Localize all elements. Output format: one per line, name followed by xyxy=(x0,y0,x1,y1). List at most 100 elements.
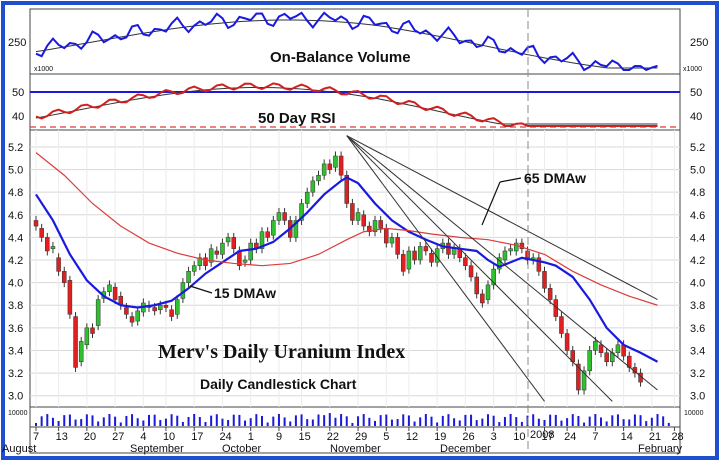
year-label: 2008 xyxy=(530,429,554,441)
candle-body xyxy=(389,237,395,244)
price-tick-right: 3.4 xyxy=(690,345,705,357)
volume-bar xyxy=(35,423,37,426)
volume-bar xyxy=(232,414,235,426)
volume-bar xyxy=(667,422,670,426)
volume-bar xyxy=(611,415,614,426)
volume-bar xyxy=(396,419,399,426)
candle-body xyxy=(598,344,604,353)
candle-body xyxy=(378,220,383,229)
volume-bar xyxy=(464,414,467,426)
candle-body xyxy=(372,220,378,233)
volume-bar xyxy=(181,422,184,426)
candle-body xyxy=(417,246,423,261)
volume-bar xyxy=(193,414,196,426)
obv-panel xyxy=(29,8,681,75)
volume-bar xyxy=(311,419,314,426)
rsi-tick-40-right: 40 xyxy=(690,111,702,123)
volume-bar xyxy=(537,418,540,426)
volume-bar xyxy=(419,417,422,426)
candle-body xyxy=(299,203,304,221)
volume-bar xyxy=(594,414,597,426)
candle-body xyxy=(248,242,253,261)
volume-bar xyxy=(481,418,484,426)
price-tick-left: 3.2 xyxy=(8,368,23,380)
price-tick-left: 3.6 xyxy=(8,323,23,335)
candle-body xyxy=(45,237,50,252)
volume-bar xyxy=(221,418,224,426)
volume-bar xyxy=(549,414,552,426)
day-tick-label: 24 xyxy=(564,431,576,443)
day-tick-label: 29 xyxy=(355,431,367,443)
day-tick-label: 26 xyxy=(462,431,474,443)
volume-bar xyxy=(57,420,60,426)
volume-bar xyxy=(323,415,326,426)
price-tick-left: 4.8 xyxy=(8,187,23,199)
candle-body xyxy=(84,327,90,346)
volume-bar xyxy=(379,415,382,426)
day-tick-label: 1 xyxy=(248,431,254,443)
volume-bar xyxy=(80,419,83,426)
candle-body xyxy=(344,174,349,204)
volume-bar xyxy=(46,414,49,426)
candle-body xyxy=(367,225,372,233)
volume-bar xyxy=(238,414,241,426)
volume-panel xyxy=(29,406,681,428)
trendline xyxy=(346,135,658,301)
ma15-line xyxy=(35,176,659,363)
candle-body xyxy=(129,316,135,323)
rsi-panel xyxy=(29,73,681,131)
volume-bar xyxy=(560,420,563,426)
candle-body xyxy=(191,265,197,272)
volume-bar xyxy=(616,414,619,426)
candle-body xyxy=(33,220,39,227)
volume-bar xyxy=(532,414,535,426)
trendline xyxy=(346,135,658,391)
month-label: October xyxy=(222,443,261,455)
obv-tick-left: 250 xyxy=(8,37,26,49)
price-tick-right: 3.0 xyxy=(690,391,705,403)
volume-bar xyxy=(424,414,427,426)
candle-body xyxy=(67,280,73,315)
price-tick-left: 4.4 xyxy=(8,232,23,244)
candle-body xyxy=(485,284,491,300)
price-tick-left: 3.4 xyxy=(8,345,23,357)
volume-bar xyxy=(142,420,145,426)
day-tick-label: 5 xyxy=(383,431,389,443)
trendline xyxy=(346,135,545,402)
volume-bar xyxy=(125,415,128,426)
candle-body xyxy=(576,363,581,391)
obv-line xyxy=(35,11,658,72)
day-tick-label: 10 xyxy=(513,431,525,443)
candle-body xyxy=(265,231,270,238)
volume-bar xyxy=(340,414,343,426)
price-tick-right: 3.2 xyxy=(690,368,705,380)
candle-body xyxy=(231,237,236,249)
volume-bar xyxy=(136,418,139,426)
volume-bar xyxy=(119,422,122,426)
day-tick-label: 17 xyxy=(542,431,554,443)
volume-bar xyxy=(306,419,309,426)
ma15-annotation: 15 DMAw xyxy=(214,285,276,301)
candle-body xyxy=(175,299,180,315)
volume-bar xyxy=(255,414,258,426)
volume-bar xyxy=(153,414,156,426)
day-tick-label: 9 xyxy=(276,431,282,443)
volume-bar xyxy=(600,417,602,426)
day-tick-label: 28 xyxy=(671,431,683,443)
volume-bar xyxy=(131,414,134,426)
month-label: February xyxy=(638,443,683,455)
volume-bar xyxy=(357,416,360,426)
candle-body xyxy=(158,304,163,311)
candle-body xyxy=(214,250,220,255)
volume-bar xyxy=(475,420,478,426)
candle-body xyxy=(316,174,321,182)
candle-body xyxy=(271,220,276,236)
price-tick-right: 4.6 xyxy=(690,210,705,222)
volume-bar xyxy=(362,414,365,426)
candle-body xyxy=(514,242,519,252)
candle-body xyxy=(259,231,265,249)
volume-bar xyxy=(108,414,111,426)
obv-unit-right: x1000 xyxy=(683,66,702,73)
volume-bar xyxy=(662,416,665,426)
